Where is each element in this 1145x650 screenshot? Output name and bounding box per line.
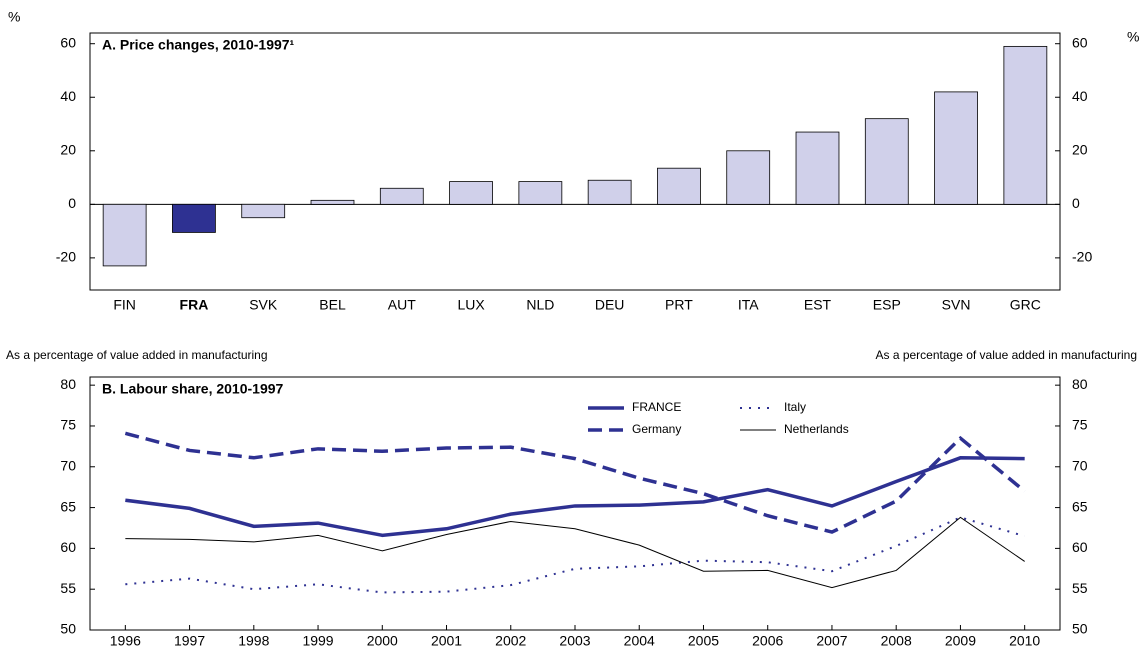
legend-label: FRANCE — [632, 400, 681, 414]
line-series — [125, 516, 1025, 589]
x-tick-label: 2005 — [688, 633, 719, 649]
x-tick-label: 1999 — [302, 633, 333, 649]
y2-tick-label: 65 — [1072, 498, 1088, 514]
line-series — [124, 431, 1026, 534]
x-tick-label: 2002 — [495, 633, 526, 649]
x-tick-label: 2006 — [752, 633, 783, 649]
y2-unit: % — [1127, 29, 1139, 45]
x-tick-label: 2008 — [881, 633, 912, 649]
bar — [379, 187, 424, 205]
x-tick-label: 1996 — [110, 633, 141, 649]
x-tick-label: AUT — [388, 297, 416, 313]
x-tick-label: 2000 — [367, 633, 398, 649]
y2-tick-label: 55 — [1072, 580, 1088, 596]
x-tick-label: ITA — [738, 297, 759, 313]
y2-axis-label: As a percentage of value added in manufa… — [875, 348, 1137, 362]
bar — [102, 203, 147, 267]
x-tick-label: EST — [804, 297, 832, 313]
y-tick-label: 60 — [60, 539, 76, 555]
x-tick-label: 2007 — [816, 633, 847, 649]
bar — [587, 179, 632, 205]
x-tick-label: 2001 — [431, 633, 462, 649]
x-tick-label: SVN — [942, 297, 971, 313]
x-tick-label: FIN — [113, 297, 136, 313]
x-tick-label: PRT — [665, 297, 693, 313]
bar — [795, 131, 840, 205]
y2-tick-label: 20 — [1072, 141, 1088, 157]
y-tick-label: 0 — [68, 195, 76, 211]
bar — [934, 91, 978, 205]
y2-tick-label: 70 — [1072, 457, 1088, 473]
bar — [657, 167, 701, 205]
x-tick-label: ESP — [873, 297, 901, 313]
x-tick-label: BEL — [319, 297, 346, 313]
x-tick-label: 1997 — [174, 633, 205, 649]
x-tick-label: GRC — [1010, 297, 1041, 313]
bar — [449, 181, 493, 205]
x-tick-label: NLD — [526, 297, 554, 313]
bar — [241, 203, 286, 219]
y-unit: % — [8, 9, 20, 25]
y-tick-label: 50 — [60, 621, 76, 637]
y2-tick-label: 40 — [1072, 88, 1088, 104]
bar — [1003, 45, 1048, 205]
x-tick-label: SVK — [249, 297, 278, 313]
legend-label: Germany — [632, 422, 681, 436]
line-series — [125, 456, 1025, 538]
y-tick-label: 55 — [60, 580, 76, 596]
y-tick-label: 20 — [60, 141, 76, 157]
x-tick-label: 2010 — [1009, 633, 1040, 649]
x-tick-label: 2003 — [559, 633, 590, 649]
bar — [726, 150, 771, 205]
x-tick-label: DEU — [595, 297, 625, 313]
bar — [864, 118, 909, 205]
y-tick-label: 60 — [60, 34, 76, 50]
bar — [172, 203, 216, 233]
y-axis-label: As a percentage of value added in manufa… — [6, 348, 268, 362]
y2-tick-label: 80 — [1072, 376, 1088, 392]
bar — [518, 181, 563, 205]
chart-title: B. Labour share, 2010-1997 — [102, 381, 284, 397]
y2-tick-label: 50 — [1072, 621, 1088, 637]
y2-tick-label: 60 — [1072, 34, 1088, 50]
x-tick-label: LUX — [457, 297, 485, 313]
y-tick-label: 70 — [60, 457, 76, 473]
y2-tick-label: 0 — [1072, 195, 1080, 211]
y2-tick-label: -20 — [1072, 249, 1092, 265]
legend-label: Netherlands — [784, 422, 849, 436]
x-tick-label: FRA — [180, 297, 209, 313]
y-tick-label: 65 — [60, 498, 76, 514]
y-tick-label: 80 — [60, 376, 76, 392]
legend-label: Italy — [784, 400, 806, 414]
chart-title: A. Price changes, 2010-1997¹ — [102, 37, 295, 53]
x-tick-label: 1998 — [238, 633, 269, 649]
x-tick-label: 2009 — [945, 633, 976, 649]
line-series — [125, 516, 1025, 594]
bar — [310, 199, 355, 205]
y2-tick-label: 75 — [1072, 417, 1088, 433]
y-tick-label: 40 — [60, 88, 76, 104]
x-tick-label: 2004 — [624, 633, 655, 649]
y-tick-label: -20 — [56, 249, 76, 265]
plot-frame — [89, 32, 1061, 291]
y2-tick-label: 60 — [1072, 539, 1088, 555]
y-tick-label: 75 — [60, 417, 76, 433]
plot-frame — [89, 376, 1061, 631]
